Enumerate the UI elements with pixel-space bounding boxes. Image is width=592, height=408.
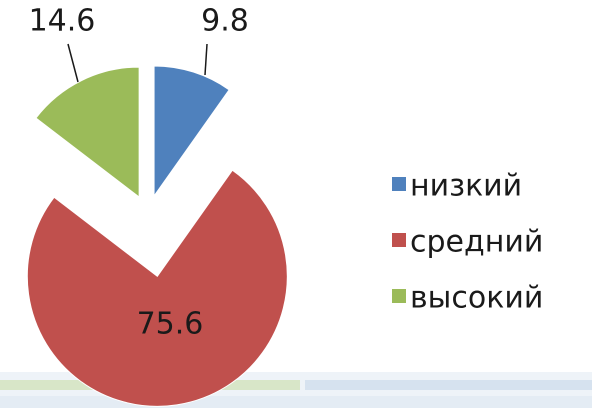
leader-line bbox=[204, 43, 208, 76]
data-label: 9.8 bbox=[201, 4, 249, 39]
pie-slice bbox=[153, 65, 230, 198]
leader-line bbox=[67, 43, 79, 83]
legend-swatch bbox=[392, 177, 406, 191]
legend-swatch bbox=[392, 289, 406, 303]
background-band bbox=[0, 396, 592, 408]
legend-label: низкий bbox=[410, 169, 522, 204]
pie-slice bbox=[35, 66, 140, 199]
legend-label: высокий bbox=[410, 281, 543, 316]
pie-slice bbox=[26, 169, 288, 407]
background-band bbox=[305, 380, 592, 390]
data-label: 14.6 bbox=[29, 4, 96, 39]
legend-swatch bbox=[392, 233, 406, 247]
data-label: 75.6 bbox=[137, 307, 204, 342]
legend-label: средний bbox=[410, 225, 543, 260]
